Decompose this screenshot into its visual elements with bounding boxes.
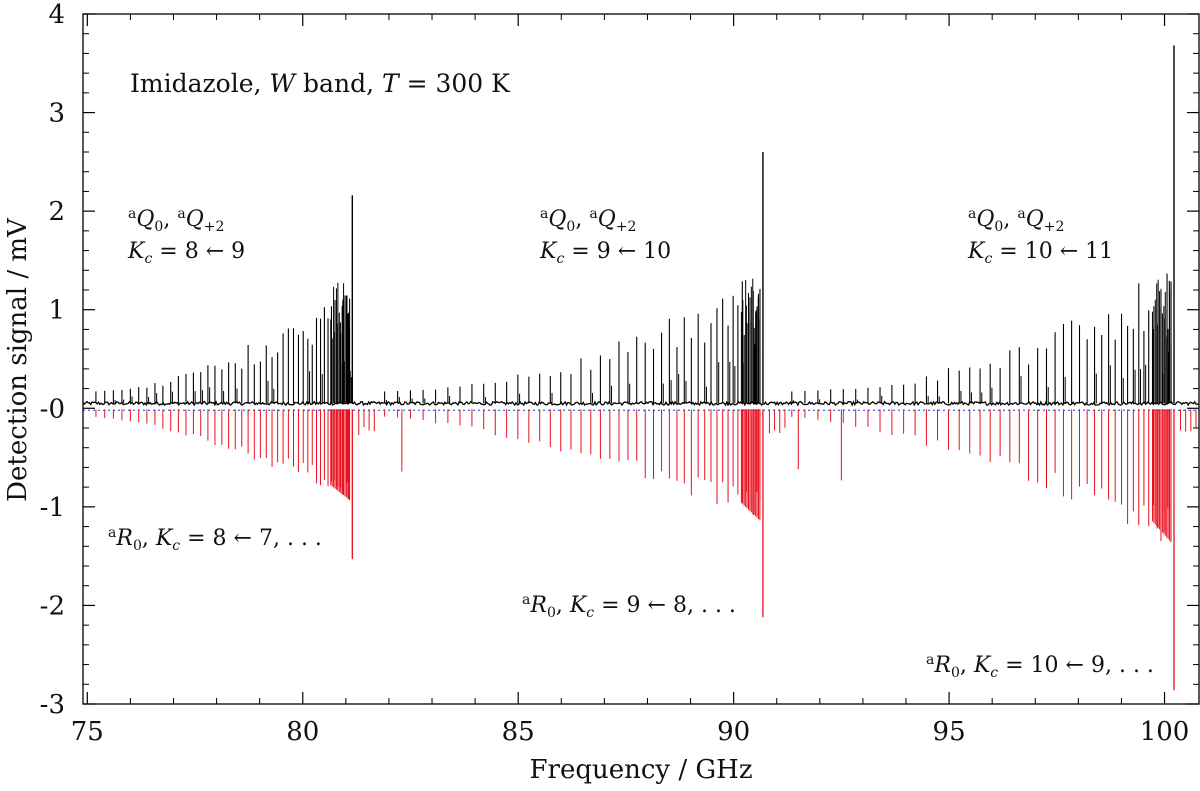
annotation-r-branch-1: aR0, Kc = 8 ← 7, . . . [108, 525, 322, 554]
x-tick-label: 100 [1140, 717, 1190, 747]
x-tick-label: 95 [933, 717, 966, 747]
chart-title: Imidazole, W band, T = 300 K [130, 69, 511, 98]
y-tick-label: -1 [40, 493, 65, 523]
svg-text:Kc = 9 ← 10: Kc = 9 ← 10 [539, 239, 671, 267]
measured-baseline [82, 400, 1199, 407]
y-tick-label: -2 [40, 591, 65, 621]
x-tick-label: 85 [502, 717, 535, 747]
annotation-q-branch-2: aQ0, aQ+2 Kc = 9 ← 10 [539, 206, 671, 267]
y-tick-label: 4 [48, 0, 65, 30]
axis-ticks: 75 80 85 90 95 100 4 3 2 1 -0 -1 -2 -3 [40, 0, 1199, 747]
svg-text:aQ0, aQ+2: aQ0, aQ+2 [968, 206, 1064, 235]
y-tick-label: 2 [48, 197, 65, 227]
y-axis-title: Detection signal / mV [3, 217, 33, 502]
x-tick-label: 90 [717, 717, 750, 747]
annotation-q-branch-3: aQ0, aQ+2 Kc = 10 ← 11 [967, 206, 1113, 267]
y-tick-label: 3 [48, 99, 65, 129]
y-tick-label: 1 [48, 296, 65, 326]
x-axis-title: Frequency / GHz [529, 755, 752, 785]
x-tick-label: 75 [71, 717, 104, 747]
annotation-r-branch-2: aR0, Kc = 9 ← 8, . . . [522, 592, 736, 621]
svg-text:aQ0, aQ+2: aQ0, aQ+2 [540, 206, 636, 235]
svg-text:Kc = 10 ← 11: Kc = 10 ← 11 [967, 239, 1113, 267]
y-tick-label: -0 [40, 394, 65, 424]
plot-frame [82, 13, 1200, 705]
annotation-r-branch-3: aR0, Kc = 10 ← 9, . . . [926, 652, 1154, 681]
svg-text:Kc = 8 ← 9: Kc = 8 ← 9 [127, 239, 245, 267]
x-tick-label: 80 [286, 717, 319, 747]
svg-text:aQ0, aQ+2: aQ0, aQ+2 [128, 206, 224, 235]
y-tick-label: -3 [40, 690, 65, 720]
annotation-q-branch-1: aQ0, aQ+2 Kc = 8 ← 9 [127, 206, 245, 267]
spectra-layer [82, 45, 1199, 691]
